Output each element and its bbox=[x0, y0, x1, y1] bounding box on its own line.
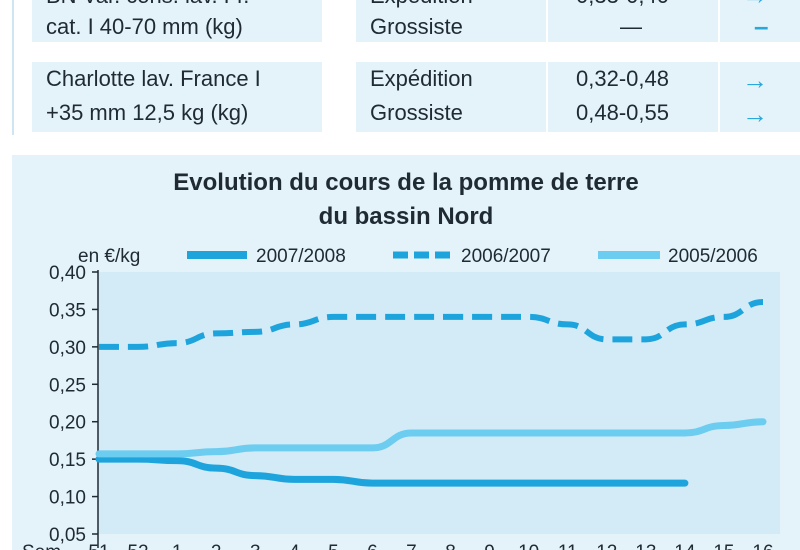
x-tick-label: 13 bbox=[635, 542, 656, 550]
x-tick-label: 5 bbox=[328, 542, 339, 550]
row1-price-grossiste: — bbox=[620, 14, 642, 39]
series-line-2007-2008 bbox=[95, 455, 689, 487]
table-left-border bbox=[12, 0, 14, 135]
x-tick-label: 12 bbox=[596, 542, 617, 550]
y-tick-label: 0,35 bbox=[49, 300, 86, 321]
row2-stage-grossiste: Grossiste bbox=[370, 100, 463, 125]
x-tick-label: 1 bbox=[172, 542, 183, 550]
row1-price-expedition: 0,33-0,40 bbox=[576, 0, 669, 12]
row1-trend-grossiste-icon: – bbox=[754, 11, 769, 41]
row1-product-cell bbox=[32, 0, 322, 42]
y-tick-label: 0,40 bbox=[49, 263, 86, 284]
legend-label-2007-2008: 2007/2008 bbox=[256, 246, 346, 267]
y-axis-label: en €/kg bbox=[78, 246, 140, 267]
y-tick-label: 0,10 bbox=[49, 488, 86, 509]
row1-trend-cell bbox=[720, 0, 800, 42]
legend-label-2005-2006: 2005/2006 bbox=[668, 246, 758, 267]
x-axis-label: Sem. bbox=[22, 542, 66, 550]
series-line-2005-2006 bbox=[95, 418, 767, 458]
chart-subtitle: du bassin Nord bbox=[318, 203, 494, 230]
chart-title: Evolution du cours de la pomme de terre bbox=[173, 169, 639, 196]
row1-trend-expedition-icon: → bbox=[742, 0, 768, 12]
x-tick-label: 2 bbox=[211, 542, 222, 550]
series-line-2006-2007 bbox=[98, 298, 764, 350]
x-tick-label: 52 bbox=[127, 542, 148, 550]
plot-area bbox=[98, 272, 780, 534]
x-tick-label: 51 bbox=[88, 542, 109, 550]
row1-price-cell bbox=[548, 0, 718, 42]
x-tick-label: 7 bbox=[406, 542, 417, 550]
x-tick-label: 3 bbox=[250, 542, 261, 550]
row2-price-cell bbox=[548, 62, 718, 132]
row1-stage-expedition: Expédition bbox=[370, 0, 473, 12]
y-tick-label: 0,20 bbox=[49, 413, 86, 434]
legend-label-2006-2007: 2006/2007 bbox=[461, 246, 551, 267]
row2-product-cell bbox=[32, 62, 322, 132]
y-tick-label: 0,05 bbox=[49, 525, 86, 546]
x-tick-label: 16 bbox=[752, 542, 773, 550]
row2-price-grossiste: 0,48-0,55 bbox=[576, 100, 669, 125]
x-tick-label: 10 bbox=[518, 542, 539, 550]
x-tick-label: 14 bbox=[674, 542, 696, 550]
x-tick-label: 4 bbox=[289, 542, 300, 550]
y-tick-label: 0,30 bbox=[49, 338, 86, 359]
row1-product-line2: cat. I 40-70 mm (kg) bbox=[46, 14, 243, 39]
x-tick-label: 15 bbox=[713, 542, 734, 550]
row2-price-expedition: 0,32-0,48 bbox=[576, 66, 669, 91]
y-tick-label: 0,15 bbox=[49, 450, 86, 471]
row1-product-line1: BN Var. cons. lav. Fr. bbox=[46, 0, 249, 12]
x-tick-label: 8 bbox=[445, 542, 456, 550]
row2-product-line1: Charlotte lav. France I bbox=[46, 66, 261, 91]
row2-trend-grossiste-icon: → bbox=[742, 99, 768, 129]
row1-stage-cell bbox=[356, 0, 546, 42]
x-tick-label: 6 bbox=[367, 542, 378, 550]
row1-stage-grossiste: Grossiste bbox=[370, 14, 463, 39]
price-table: BN Var. cons. lav. Fr. cat. I 40-70 mm (… bbox=[0, 0, 800, 138]
row2-stage-cell bbox=[356, 62, 546, 132]
x-tick-label: 9 bbox=[484, 542, 495, 550]
row2-trend-expedition-icon: → bbox=[742, 65, 768, 95]
row2-trend-cell bbox=[720, 62, 800, 132]
row2-stage-expedition: Expédition bbox=[370, 66, 473, 91]
y-tick-label: 0,25 bbox=[49, 375, 86, 396]
x-tick-label: 11 bbox=[558, 542, 578, 550]
row2-product-line2: +35 mm 12,5 kg (kg) bbox=[46, 100, 249, 125]
